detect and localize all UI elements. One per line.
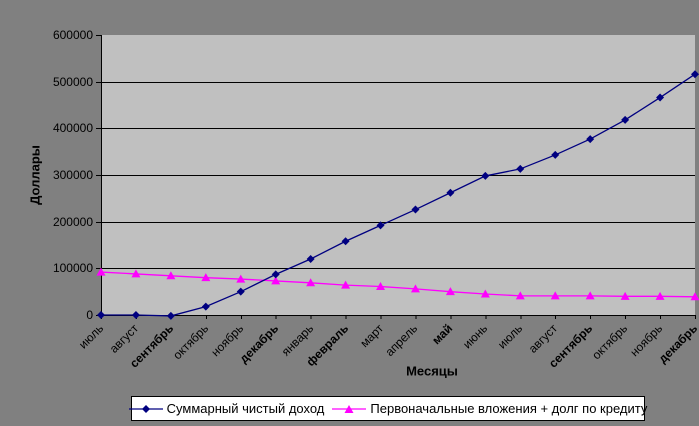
legend-label-net-income: Суммарный чистый доход <box>166 401 325 416</box>
y-tick-label: 0 <box>86 308 93 322</box>
legend: Суммарный чистый доход Первоначальные вл… <box>128 396 647 421</box>
data-point <box>131 311 140 319</box>
legend-marker-diamond <box>128 404 163 413</box>
data-point <box>131 269 141 278</box>
y-tick-label: 300000 <box>52 168 93 182</box>
data-point <box>446 188 455 197</box>
legend-label-investments: Первоначальные вложения + долг по кредит… <box>370 401 648 416</box>
y-tick-label: 600000 <box>52 28 93 42</box>
data-point <box>655 291 665 300</box>
legend-marker-triangle <box>332 404 367 413</box>
data-point <box>97 311 105 319</box>
data-point <box>551 150 560 159</box>
data-point <box>306 255 315 263</box>
data-point <box>550 291 560 300</box>
data-point <box>410 284 420 293</box>
data-point <box>445 287 455 296</box>
data-point <box>516 164 525 173</box>
data-point <box>271 270 280 279</box>
series-line <box>100 271 696 298</box>
data-point <box>690 292 699 301</box>
data-point <box>691 70 699 79</box>
legend-item-investments: Первоначальные вложения + долг по кредит… <box>332 401 647 416</box>
data-point <box>96 267 106 276</box>
data-point <box>621 115 630 124</box>
data-point <box>620 291 630 300</box>
data-point <box>585 291 595 300</box>
data-point <box>341 237 350 246</box>
legend-item-net-income: Суммарный чистый доход <box>128 401 325 416</box>
data-point <box>201 302 210 311</box>
data-point <box>586 135 595 144</box>
data-point <box>166 311 175 320</box>
y-tick-label: 500000 <box>52 74 93 89</box>
data-point <box>236 274 246 283</box>
data-point <box>166 271 176 280</box>
data-point <box>481 171 490 180</box>
data-point <box>376 221 385 230</box>
series-line <box>101 73 696 317</box>
data-point <box>656 93 665 102</box>
data-point <box>376 282 386 291</box>
y-tick-label: 200000 <box>52 214 93 229</box>
data-point <box>480 289 490 298</box>
data-point <box>341 280 351 289</box>
data-point <box>306 278 316 287</box>
y-tick-label: 400000 <box>52 121 93 136</box>
data-point <box>271 276 281 285</box>
data-point <box>201 273 211 282</box>
data-point <box>515 291 525 300</box>
y-tick-label: 100000 <box>52 261 93 276</box>
x-axis-title: Месяцы <box>406 363 458 379</box>
data-point <box>236 287 245 296</box>
data-point <box>411 205 420 214</box>
